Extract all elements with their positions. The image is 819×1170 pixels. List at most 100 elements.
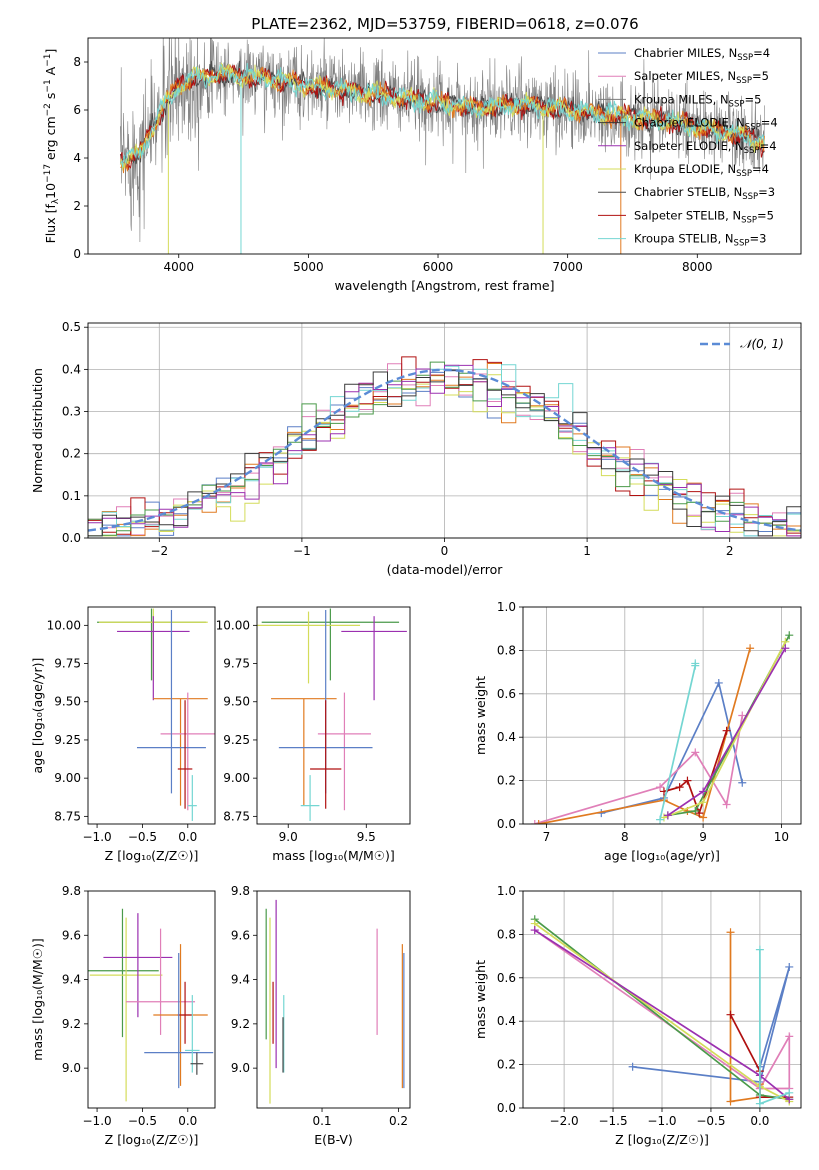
weight-point-marker (785, 1088, 794, 1097)
legend-entry: Salpeter STELIB, NSSP=5 (634, 208, 774, 225)
y-tick-label: 9.50 (223, 695, 250, 709)
legend: Chabrier MILES, NSSP=4 Salpeter MILES, NS… (598, 46, 778, 249)
x-tick-label: −0.5 (128, 830, 157, 844)
weight-point-marker (785, 962, 794, 971)
weight-series (530, 711, 747, 824)
y-tick-label: 0.4 (62, 362, 81, 376)
weight-point-marker (755, 945, 764, 954)
mass-vs-metallicity-panel: −1.0 −0.5 0.0 9.0 9.2 9.4 9.6 9.8 Z [log₁₀(Z/Z☉)… (30, 884, 216, 1147)
x-tick-label: 0 (441, 544, 449, 558)
legend-entry: Salpeter ELODIE, NSSP=4 (634, 139, 777, 156)
errorbar-point (300, 775, 320, 821)
plot-area (265, 899, 405, 1104)
y-tick-label: 9.50 (54, 695, 81, 709)
x-axis-label: Z [log₁₀(Z/Z☉)] (105, 848, 199, 863)
normal-curve-line (88, 368, 801, 532)
weight-point-marker (726, 1097, 735, 1106)
x-tick-label: 8000 (682, 260, 713, 274)
y-tick-label: 0.0 (497, 1101, 516, 1115)
weight-point-marker (530, 820, 539, 824)
x-tick-label: 7000 (552, 260, 583, 274)
x-tick-label: −2.0 (550, 1114, 579, 1128)
x-tick-label: 5000 (293, 260, 324, 274)
y-tick-label: 9.0 (62, 1061, 81, 1075)
y-tick-label: 9.75 (223, 657, 250, 671)
weight-point-marker (746, 644, 755, 653)
plot-area (530, 631, 794, 824)
y-tick-label: 9.2 (231, 1017, 250, 1031)
weight-point-marker (534, 820, 543, 824)
y-axis-label: Normed distribution (30, 368, 45, 493)
y-tick-label: 9.25 (223, 733, 250, 747)
x-tick-label: 7 (543, 830, 551, 844)
weight-point-marker (726, 1010, 735, 1019)
spectrum-panel: 4000 5000 6000 7000 8000 0 2 4 6 8 wavelength [Ang… (43, 37, 802, 293)
errorbar-point (257, 611, 361, 684)
x-tick-label: −1.5 (598, 1114, 627, 1128)
y-tick-label: 8.75 (54, 809, 81, 823)
weight-series-line (534, 715, 744, 824)
y-tick-label: 9.00 (223, 771, 250, 785)
y-tick-label: 8.75 (223, 809, 250, 823)
axes-frame (87, 890, 216, 1109)
weight-point-marker (683, 776, 692, 785)
y-tick-label: 0.3 (62, 405, 81, 419)
errorbar-point (177, 981, 193, 1044)
y-tick-label: 9.8 (231, 884, 250, 898)
weight-series (659, 637, 790, 822)
x-tick-label: 0.2 (389, 1114, 408, 1128)
y-tick-label: 4 (73, 151, 81, 165)
y-tick-label: 9.0 (231, 1061, 250, 1075)
errorbar-point (317, 692, 371, 811)
x-axis-label: Z [log₁₀(Z/Z☉)] (105, 1132, 199, 1147)
axes-frame (87, 606, 216, 825)
y-tick-label: 0.1 (62, 489, 81, 503)
x-tick-label: −2 (150, 544, 168, 558)
y-axis-label: mass [log₁₀(M/M☉)] (30, 938, 45, 1060)
errorbar-point (89, 917, 163, 1102)
x-tick-label: 10 (774, 830, 789, 844)
y-tick-label: 0.6 (497, 971, 516, 985)
x-tick-label: 0.0 (750, 1114, 769, 1128)
errorbar-point (261, 608, 400, 681)
y-tick-label: 0.0 (497, 817, 516, 831)
x-axis-label: Z [log₁₀(Z/Z☉)] (615, 1132, 709, 1147)
y-tick-label: 0.2 (62, 447, 81, 461)
weight-point-marker (675, 783, 684, 792)
y-tick-label: 2 (73, 199, 81, 213)
x-axis-label: E(B-V) (314, 1132, 353, 1147)
residuals-histogram-panel: −2 −1 0 1 2 0.0 0.1 0.2 0.3 0.4 0.5 (data-model)/er… (30, 320, 802, 577)
legend-entry: Chabrier ELODIE, NSSP=4 (634, 116, 778, 133)
axes-frame (522, 890, 802, 1109)
weight-series-line (538, 647, 751, 824)
y-axis-label: Flux [fλ10−17 erg cm−2 s−1 A−1] (43, 49, 61, 244)
y-tick-label: 0.6 (497, 687, 516, 701)
x-tick-label: 8 (621, 830, 629, 844)
errorbar-point (185, 995, 200, 1073)
errorbar-point (153, 698, 208, 806)
histogram-series-line (88, 369, 801, 537)
weight-point-marker (726, 928, 735, 937)
y-tick-label: 0.5 (62, 320, 81, 334)
legend-entry: Kroupa ELODIE, NSSP=4 (634, 162, 769, 179)
y-tick-label: 9.4 (62, 973, 81, 987)
weight-series (597, 678, 747, 818)
y-tick-label: 0 (73, 247, 81, 261)
y-tick-label: 10.00 (47, 618, 81, 632)
weight-point-marker (714, 678, 723, 687)
axes-frame (87, 322, 802, 539)
weight-series (534, 644, 755, 824)
weight-point-marker (755, 1099, 764, 1108)
plot-area (97, 608, 215, 821)
y-tick-label: 0.2 (497, 1058, 516, 1072)
plot-area (88, 356, 801, 537)
x-tick-label: 6000 (423, 260, 454, 274)
legend-entry: Kroupa STELIB, NSSP=3 (634, 232, 766, 249)
plot-area (257, 608, 407, 821)
x-axis-label: (data-model)/error (387, 562, 504, 577)
y-tick-label: 9.4 (231, 973, 250, 987)
x-tick-label: −0.5 (696, 1114, 725, 1128)
y-tick-label: 0.8 (497, 927, 516, 941)
weight-point-marker (738, 711, 747, 720)
